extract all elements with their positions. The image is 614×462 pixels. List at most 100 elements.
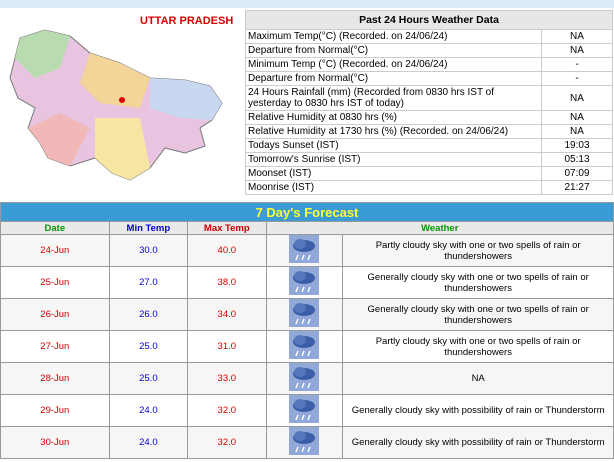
min-temp: 27.0 (108, 266, 189, 299)
past-label: Moonset (IST) (245, 166, 542, 181)
max-temp: 32.0 (187, 394, 267, 427)
forecast-row: 27-Jun 25.0 31.0 Partly cloudy sky with one… (0, 330, 614, 363)
past-row: Moonset (IST) 07:09 (245, 166, 613, 181)
column-header: Date (0, 221, 110, 235)
date: 28-Jun (0, 362, 110, 395)
past-label: Maximum Temp(°C) (Recorded. on 24/06/24) (245, 29, 542, 44)
max-temp: 33.0 (187, 362, 267, 395)
past-value: NA (541, 43, 613, 58)
map-region (95, 118, 150, 180)
past-label: Relative Humidity at 0830 hrs (%) (245, 110, 542, 125)
forecast-row: 25-Jun 27.0 38.0 Generally cloudy sky with … (0, 266, 614, 299)
past-row: Minimum Temp (°C) (Recorded. on 24/06/24… (245, 57, 613, 72)
date: 25-Jun (0, 266, 110, 299)
max-temp: 40.0 (187, 234, 267, 267)
map-region (28, 113, 90, 166)
past-value: 21:27 (541, 180, 613, 195)
weather-text: NA (342, 362, 614, 395)
date: 26-Jun (0, 298, 110, 331)
max-temp: 31.0 (187, 330, 267, 363)
min-temp: 24.0 (108, 394, 189, 427)
past-row: Departure from Normal(°C) - (245, 71, 613, 86)
past-row: Moonrise (IST) 21:27 (245, 180, 613, 195)
map-region (15, 30, 70, 78)
date: 24-Jun (0, 234, 110, 267)
weather-text: Partly cloudy sky with one or two spells… (342, 330, 614, 363)
column-header: Min Temp (108, 221, 189, 235)
past-title: Past 24 Hours Weather Data (245, 10, 613, 30)
icon-cell (265, 266, 344, 299)
icon-cell (265, 330, 344, 363)
forecast-row: 24-Jun 30.0 40.0 Partly cloudy sky with one… (0, 234, 614, 267)
icon-cell (265, 298, 344, 331)
min-temp: 25.0 (108, 330, 189, 363)
forecast-row: 30-Jun 24.0 32.0 Generally cloudy sky with … (0, 426, 614, 459)
past-row: Relative Humidity at 0830 hrs (%) NA (245, 110, 613, 125)
max-temp: 32.0 (187, 426, 267, 459)
weather-text: Generally cloudy sky with possibility of… (342, 394, 614, 427)
weather-icon (289, 331, 320, 359)
past-label: Tomorrow's Sunrise (IST) (245, 152, 542, 167)
past-24h-table: Past 24 Hours Weather Data Maximum Temp(… (245, 10, 613, 195)
weather-icon (289, 427, 320, 455)
min-temp: 30.0 (108, 234, 189, 267)
forecast-table: 7 Day's Forecast Date Min Temp Max Temp Wea… (0, 202, 614, 459)
column-header: Max Temp (187, 221, 267, 235)
past-row: Todays Sunset (IST) 19:03 (245, 138, 613, 153)
weather-icon (289, 395, 320, 423)
past-label: Minimum Temp (°C) (Recorded. on 24/06/24… (245, 57, 542, 72)
past-value: 07:09 (541, 166, 613, 181)
past-label: Departure from Normal(°C) (245, 71, 542, 86)
forecast-row: 26-Jun 26.0 34.0 Generally cloudy sky with … (0, 298, 614, 331)
weather-icon (289, 299, 320, 327)
weather-text: Partly cloudy sky with one or two spells… (342, 234, 614, 267)
date: 30-Jun (0, 426, 110, 459)
forecast-title: 7 Day's Forecast (0, 202, 614, 222)
min-temp: 26.0 (108, 298, 189, 331)
past-label: Relative Humidity at 1730 hrs (%) (Recor… (245, 124, 542, 139)
max-temp: 34.0 (187, 298, 267, 331)
min-temp: 25.0 (108, 362, 189, 395)
past-row: Departure from Normal(°C) NA (245, 43, 613, 58)
max-temp: 38.0 (187, 266, 267, 299)
date: 27-Jun (0, 330, 110, 363)
past-row: Maximum Temp(°C) (Recorded. on 24/06/24)… (245, 29, 613, 44)
state-map: UTTAR PRADESH (9, 15, 233, 181)
past-row: Tomorrow's Sunrise (IST) 05:13 (245, 152, 613, 167)
past-value: 05:13 (541, 152, 613, 167)
map-region (80, 53, 150, 108)
past-value: 19:03 (541, 138, 613, 153)
weather-text: Generally cloudy sky with one or two spe… (342, 298, 614, 331)
icon-cell (265, 426, 344, 459)
past-value: NA (541, 110, 613, 125)
past-label: Moonrise (IST) (245, 180, 542, 195)
weather-icon (289, 363, 320, 391)
icon-cell (265, 362, 344, 395)
map-title: UTTAR PRADESH (140, 15, 233, 27)
icon-cell (265, 234, 344, 267)
past-row: 24 Hours Rainfall (mm) (Recorded from 08… (245, 85, 613, 111)
icon-cell (265, 394, 344, 427)
weather-icon (289, 235, 320, 263)
weather-text: Generally cloudy sky with possibility of… (342, 426, 614, 459)
weather-icon (289, 267, 320, 295)
forecast-row: 28-Jun 25.0 33.0 NA (0, 362, 614, 395)
map-marker (119, 97, 125, 103)
map-region (150, 78, 222, 120)
past-value: - (541, 71, 613, 86)
past-row: Relative Humidity at 1730 hrs (%) (Recor… (245, 124, 613, 139)
column-header: Weather (265, 221, 614, 235)
past-value: - (541, 57, 613, 72)
past-label: Departure from Normal(°C) (245, 43, 542, 58)
date: 29-Jun (0, 394, 110, 427)
past-label: Todays Sunset (IST) (245, 138, 542, 153)
past-value: NA (541, 29, 613, 44)
past-value: NA (541, 85, 613, 111)
header-strip (0, 0, 614, 8)
past-label: 24 Hours Rainfall (mm) (Recorded from 08… (245, 85, 542, 111)
weather-text: Generally cloudy sky with one or two spe… (342, 266, 614, 299)
forecast-row: 29-Jun 24.0 32.0 Generally cloudy sky with … (0, 394, 614, 427)
past-value: NA (541, 124, 613, 139)
min-temp: 24.0 (108, 426, 189, 459)
